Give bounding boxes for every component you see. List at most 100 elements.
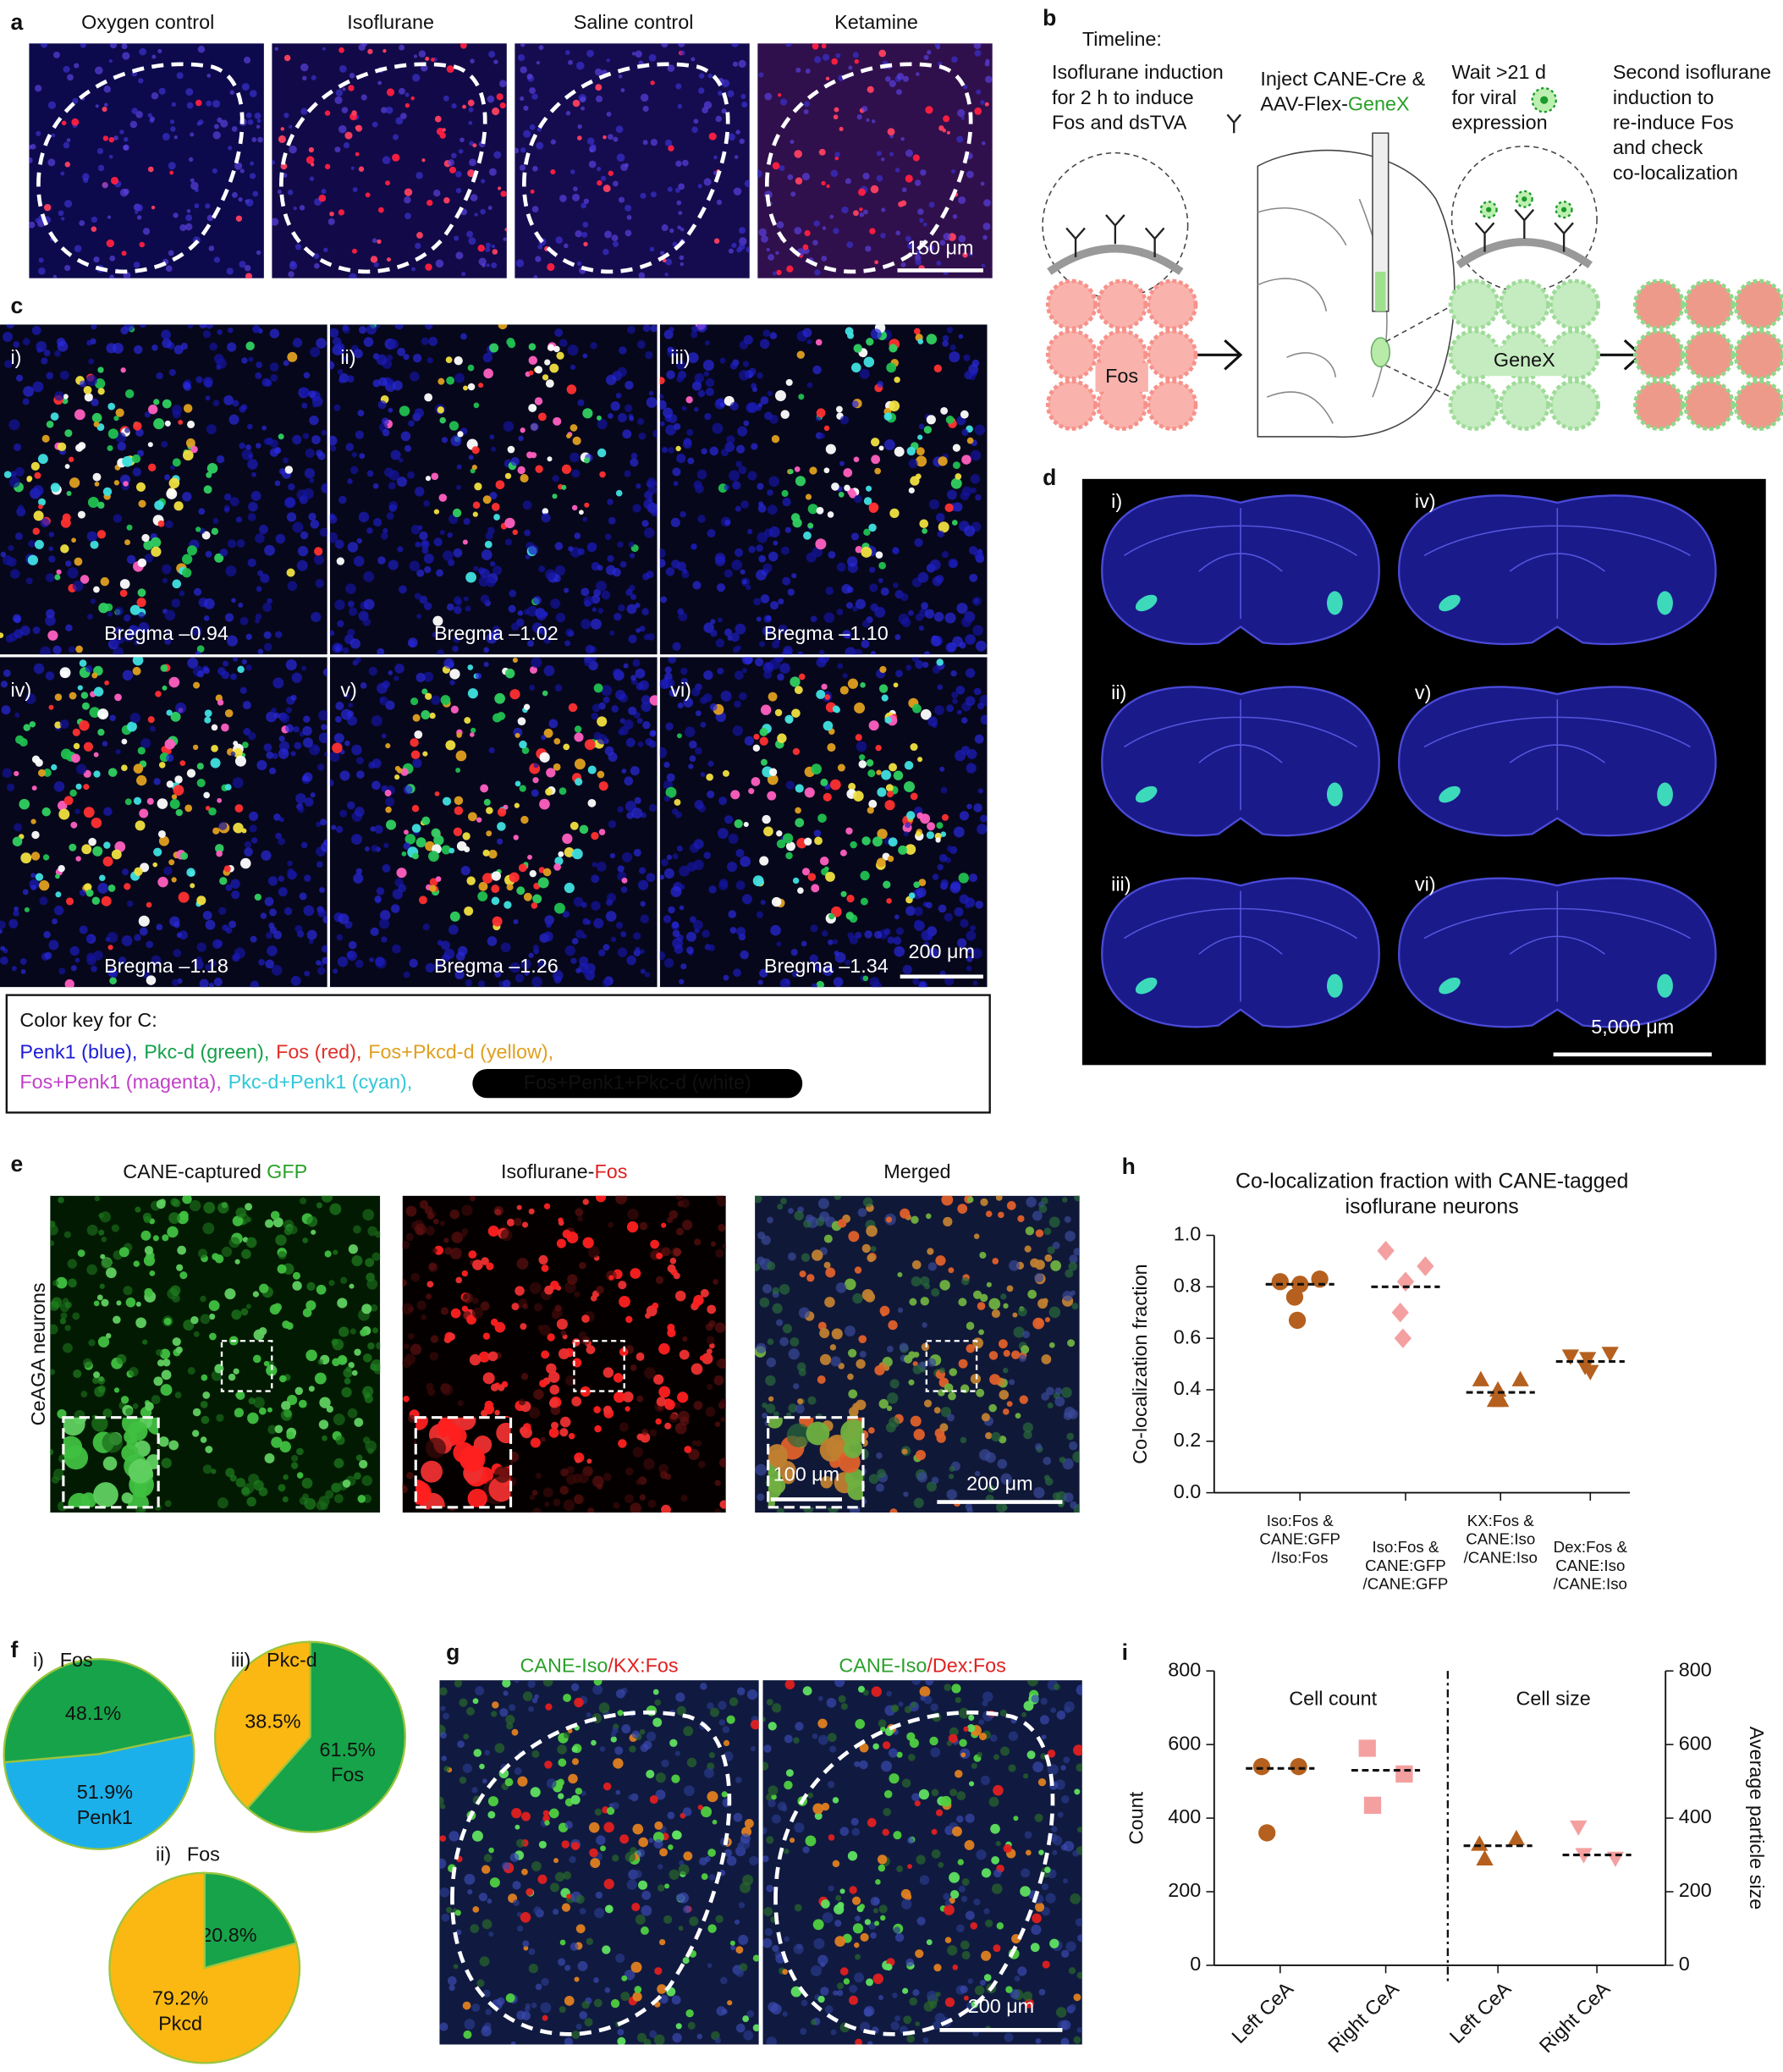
cell-dot [973, 43, 982, 49]
cell-dot [251, 137, 257, 142]
cell-dot [447, 603, 454, 611]
cell-dot [338, 124, 347, 134]
virus-spot [1657, 782, 1673, 807]
cell-dot [593, 1680, 603, 1686]
cell-dot [872, 836, 883, 847]
cell-dot [583, 198, 590, 204]
cell-dot [806, 1421, 830, 1446]
cell-dot [511, 1303, 520, 1311]
cell-dot [142, 1339, 148, 1345]
image-title: CANE-captured [123, 1160, 261, 1182]
cell-dot [206, 463, 218, 474]
cell-dot [497, 186, 502, 190]
cell-dot [502, 1680, 511, 1688]
cell-dot [988, 1485, 995, 1493]
micrograph [0, 657, 327, 988]
cell-dot [878, 49, 887, 58]
cell-dot [861, 620, 870, 628]
cell-dot [332, 742, 343, 753]
cell-dot [516, 1258, 529, 1270]
cell-dot [674, 422, 681, 431]
cell-dot [79, 220, 85, 227]
cell-dot [544, 1502, 550, 1507]
step-text: co-localization [1613, 162, 1738, 184]
cell-dot [735, 505, 741, 512]
cell-dot [493, 59, 498, 64]
cell-dot [471, 727, 476, 734]
cell-dot [349, 1283, 355, 1289]
cell-dot [966, 930, 977, 941]
cell-dot [610, 1736, 617, 1743]
cell-dot [32, 485, 44, 497]
cell-dot [475, 672, 482, 680]
cell-dot [365, 1258, 375, 1267]
cell-dot [920, 169, 927, 176]
cell-dot [1012, 1312, 1018, 1318]
cell-dot [613, 1502, 620, 1509]
cell-dot [149, 725, 156, 732]
cell-dot [392, 380, 403, 391]
cell-dot [221, 1246, 233, 1258]
cell-dot [294, 1386, 304, 1396]
cell-dot [71, 118, 80, 126]
cell-dot [409, 958, 418, 968]
cell-dot [760, 396, 769, 405]
cell-dot [492, 107, 500, 116]
cell-dot [883, 928, 891, 935]
cell-dot [239, 686, 247, 694]
cell-dot [239, 616, 249, 625]
cell-dot [720, 1417, 726, 1423]
cell-dot [521, 1811, 531, 1821]
cell-dot [533, 763, 539, 769]
cell-dot [710, 1241, 717, 1247]
cell-dot [586, 1458, 592, 1464]
cell-dot [1022, 1331, 1031, 1339]
cell-dot [695, 1440, 702, 1447]
cell-dot [791, 971, 799, 978]
cell-dot [180, 851, 189, 860]
cell-dot [625, 1315, 633, 1324]
cell-dot [652, 1832, 664, 1843]
cell-dot [558, 1793, 564, 1799]
cell-dot [1071, 1303, 1079, 1310]
cell-dot [423, 554, 434, 564]
cell-dot [83, 178, 89, 184]
cell-dot [70, 965, 77, 972]
cell-dot [494, 1321, 506, 1333]
cell-dot [441, 845, 451, 855]
cell-dot [941, 813, 949, 821]
cell-dot [19, 738, 28, 747]
cell-dot [345, 583, 356, 594]
cell-dot [728, 910, 737, 918]
image-title: / [608, 1655, 614, 1677]
cell-dot [30, 884, 36, 890]
cell-dot [916, 812, 924, 819]
cell-dot [335, 646, 341, 652]
cell-dot [65, 624, 73, 632]
cell-dot [691, 325, 699, 333]
cell-dot [86, 614, 93, 620]
cell-dot [972, 1290, 982, 1299]
cell-dot [579, 1262, 586, 1270]
cell-dot [542, 931, 553, 942]
cell-dot [589, 657, 597, 662]
cell-dot [1030, 1258, 1040, 1268]
cell-dot [476, 1979, 485, 1987]
cell-dot [347, 801, 355, 810]
cell-dot [746, 246, 750, 253]
cell-dot [537, 244, 543, 250]
cell-dot [570, 424, 578, 432]
cell-dot [124, 614, 131, 622]
cell-dot [884, 716, 892, 724]
cell-dot [272, 752, 278, 759]
cell-dot [640, 949, 645, 955]
cell-dot [113, 416, 119, 422]
cell-dot [531, 976, 542, 988]
cell-dot [563, 1499, 575, 1512]
cell-dot [984, 102, 989, 107]
cell-dot [172, 579, 182, 589]
cell-dot [131, 625, 138, 631]
cell-dot [342, 1479, 351, 1488]
cell-dot [149, 1270, 156, 1276]
cell-dot [680, 227, 685, 232]
